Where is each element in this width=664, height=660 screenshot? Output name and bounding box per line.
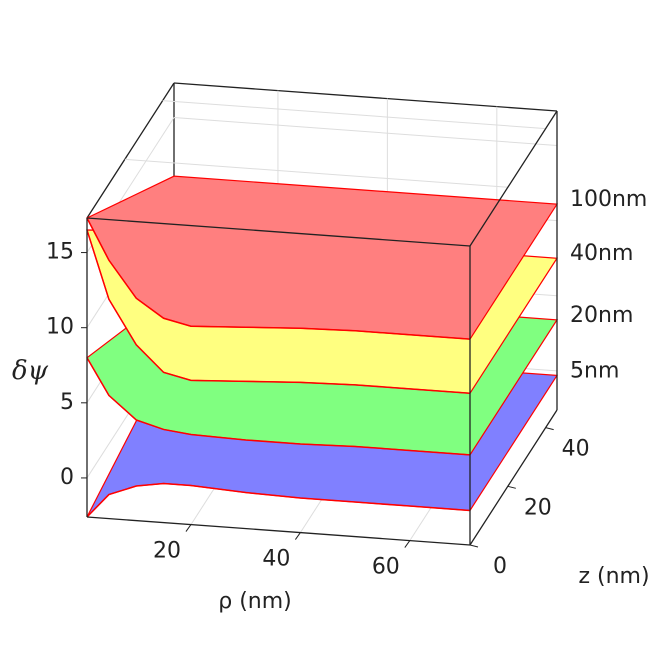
y-tick-label: 15: [46, 240, 74, 265]
y-tick-label: 10: [46, 315, 74, 340]
legend-label: 40nm: [570, 241, 633, 266]
x-axis-label: ρ (nm): [218, 589, 292, 614]
grid-line: [173, 117, 558, 147]
legend-label: 20nm: [570, 303, 633, 328]
tick-mark: [294, 532, 301, 540]
box-edge: [469, 409, 558, 546]
surface-front-edge: [86, 482, 471, 518]
tick-mark: [404, 540, 411, 548]
x-tick-label: 40: [262, 547, 290, 572]
box-edge: [86, 217, 471, 247]
grid-line: [124, 158, 508, 188]
legend-label: 100nm: [570, 187, 647, 212]
x-tick-label: 60: [372, 555, 400, 580]
y-axis-label: δψ: [12, 356, 49, 386]
surface-front-edge: [86, 229, 471, 394]
tick-mark: [469, 544, 479, 548]
box-edge: [86, 516, 471, 546]
surface-front-edge: [86, 217, 471, 340]
legend-label: 5nm: [570, 358, 619, 383]
box-edge: [469, 110, 558, 247]
y-tick-label: 0: [60, 465, 74, 490]
box-edge: [173, 82, 558, 112]
x-tick-label: 20: [153, 539, 181, 564]
z-tick-label: 40: [562, 437, 590, 462]
tick-mark: [545, 427, 554, 431]
grid-line: [162, 100, 546, 130]
box-edge: [86, 82, 175, 219]
z-axis-label: z (nm): [578, 564, 649, 589]
surface-front-edge: [86, 357, 471, 456]
y-tick-label: 5: [60, 390, 74, 415]
z-tick-label: 20: [524, 495, 552, 520]
z-tick-label: 0: [493, 554, 507, 579]
tick-mark: [185, 524, 192, 532]
tick-mark: [507, 485, 516, 489]
